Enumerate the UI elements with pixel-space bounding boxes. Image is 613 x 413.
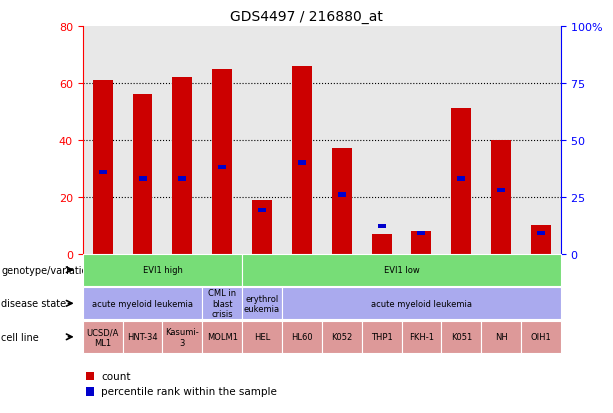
Text: CML in
blast
crisis: CML in blast crisis: [208, 289, 236, 318]
Bar: [497, 188, 505, 192]
Bar: [451, 109, 471, 254]
Text: HL60: HL60: [291, 332, 313, 342]
Bar: [298, 161, 306, 165]
Bar: [99, 170, 107, 174]
Bar: [178, 177, 186, 181]
Text: FKH-1: FKH-1: [409, 332, 434, 342]
Text: EVI1 low: EVI1 low: [384, 266, 419, 275]
Text: UCSD/A
ML1: UCSD/A ML1: [86, 328, 119, 347]
Bar: [258, 209, 266, 213]
Text: HNT-34: HNT-34: [128, 332, 158, 342]
Text: EVI1 high: EVI1 high: [142, 266, 183, 275]
Text: disease state: disease state: [1, 299, 66, 309]
Bar: [338, 193, 346, 197]
Bar: [457, 177, 465, 181]
Bar: [411, 231, 432, 254]
Bar: [531, 225, 551, 254]
Bar: [332, 149, 352, 254]
Text: K051: K051: [451, 332, 472, 342]
Text: K052: K052: [331, 332, 352, 342]
Text: HEL: HEL: [254, 332, 270, 342]
Bar: [218, 166, 226, 170]
Bar: [212, 69, 232, 254]
Text: erythrol
eukemia: erythrol eukemia: [244, 294, 280, 313]
Bar: [93, 81, 113, 254]
Text: Kasumi-
3: Kasumi- 3: [166, 328, 199, 347]
Text: genotype/variation: genotype/variation: [1, 265, 94, 275]
Bar: [378, 225, 386, 229]
Text: OIH1: OIH1: [531, 332, 551, 342]
Bar: [491, 140, 511, 254]
Bar: [132, 95, 153, 254]
Text: acute myeloid leukemia: acute myeloid leukemia: [92, 299, 193, 308]
Bar: [139, 177, 147, 181]
Bar: [252, 200, 272, 254]
Bar: [292, 66, 312, 254]
Text: cell line: cell line: [1, 332, 39, 342]
Bar: [537, 231, 545, 236]
Text: percentile rank within the sample: percentile rank within the sample: [101, 387, 277, 396]
Bar: [371, 234, 392, 254]
Text: count: count: [101, 371, 131, 381]
Text: GDS4497 / 216880_at: GDS4497 / 216880_at: [230, 10, 383, 24]
Text: acute myeloid leukemia: acute myeloid leukemia: [371, 299, 472, 308]
Text: MOLM1: MOLM1: [207, 332, 238, 342]
Bar: [172, 78, 192, 254]
Text: THP1: THP1: [371, 332, 392, 342]
Bar: [417, 231, 425, 236]
Text: NH: NH: [495, 332, 508, 342]
